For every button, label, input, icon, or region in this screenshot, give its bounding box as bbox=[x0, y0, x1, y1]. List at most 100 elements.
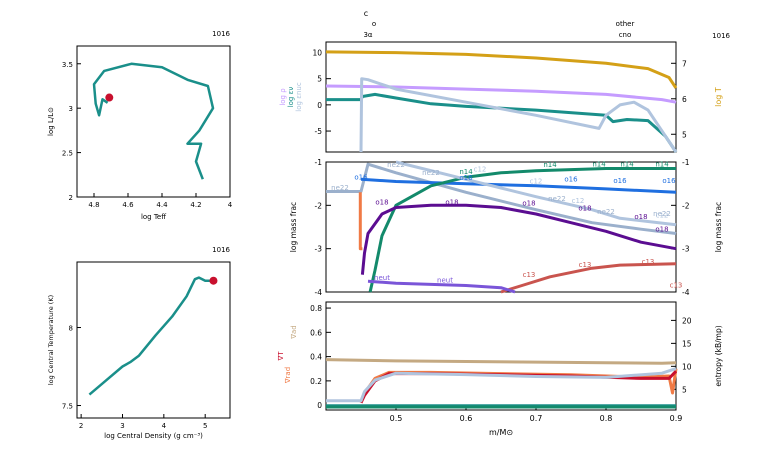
abund-series-label: neut bbox=[374, 274, 390, 282]
abund-series-label: c12 bbox=[474, 166, 487, 174]
abundance-panel: -4 -4 -3 -3 -2 -2 -1 -1 ne22 ne22 ne22 ne22 ne22 ne22… bbox=[289, 158, 723, 297]
grad-ytick-left-label: 0.2 bbox=[310, 377, 322, 386]
abund-series-label: ne22 bbox=[597, 208, 615, 216]
label-c: c bbox=[364, 9, 368, 18]
center-ytick-label: 7.5 bbox=[62, 403, 73, 411]
abund-series-label: c13 bbox=[670, 282, 683, 290]
hr-model-number: 1016 bbox=[212, 30, 230, 38]
grad-ytick-left-label: 0.4 bbox=[310, 353, 322, 362]
abund-series-label: c13 bbox=[579, 261, 592, 269]
abund-series-label: o16 bbox=[613, 177, 627, 185]
center-model-number: 1016 bbox=[212, 246, 230, 254]
hr-ytick-label: 2 bbox=[69, 194, 73, 202]
grad-xtick-label: 0.9 bbox=[670, 414, 683, 423]
grad-ytick-left-label: 0.6 bbox=[310, 328, 322, 337]
profile-energy-panel: -5 0 5 10 5 6 7 log ρ log εν log εnuc log T 1016 bbox=[279, 32, 731, 153]
label-o: o bbox=[372, 20, 376, 28]
abund-series bbox=[358, 192, 363, 251]
hr-xtick-label: 4.6 bbox=[122, 201, 134, 209]
top-ytick-right-label: 7 bbox=[682, 59, 687, 68]
grad-xtick-label: 0.5 bbox=[390, 414, 403, 423]
abund-series-label: n14 bbox=[592, 160, 606, 168]
abund-series-label: o16 bbox=[459, 174, 473, 182]
grad-xtick-label: 0.7 bbox=[530, 414, 543, 423]
abund-ytick-right-label: -1 bbox=[682, 158, 690, 167]
center-track bbox=[88, 276, 214, 396]
abund-series-label: n14 bbox=[459, 168, 473, 176]
abund-series-label: n14 bbox=[655, 160, 669, 168]
grad-ytick-right-label: 5 bbox=[682, 385, 687, 394]
grad-ylabel-left: ∇rad bbox=[284, 367, 292, 384]
abund-series-label: c13 bbox=[523, 271, 536, 279]
label-cno: cno bbox=[619, 31, 632, 39]
top-frame bbox=[325, 41, 677, 153]
abund-series-label: o18 bbox=[578, 205, 591, 213]
grad-frame bbox=[325, 301, 677, 411]
top-ylabel-right: log T bbox=[714, 87, 723, 107]
top-ylabel-left: log εν bbox=[287, 87, 295, 108]
abund-series-label: ne22 bbox=[653, 210, 671, 218]
burning-zone-labels: c o 3α other cno bbox=[363, 9, 634, 39]
hr-ytick-label: 2.5 bbox=[62, 150, 73, 158]
abund-series bbox=[368, 167, 676, 293]
grad-ytick-left-label: 0 bbox=[317, 401, 322, 410]
abund-series-label: o18 bbox=[522, 199, 535, 207]
abund-series bbox=[395, 160, 677, 227]
hr-xtick-label: 4.8 bbox=[88, 201, 99, 209]
grad-ytick-right-label: 15 bbox=[682, 339, 692, 348]
abund-series-label: o18 bbox=[375, 198, 388, 206]
hr-xtick-label: 4.2 bbox=[190, 201, 201, 209]
abund-series-label: o18 bbox=[634, 213, 647, 221]
top-ylabel-left: log εnuc bbox=[295, 82, 303, 112]
abund-series bbox=[326, 162, 677, 235]
grad-ylabel-left: ∇ad bbox=[290, 325, 298, 339]
abund-series-label: ne22 bbox=[387, 161, 405, 169]
grad-ytick-left-label: 0.8 bbox=[310, 304, 322, 313]
abund-series-label: o16 bbox=[564, 176, 578, 184]
grad-ytick-right-label: 10 bbox=[682, 362, 692, 371]
abund-series-label: neut bbox=[437, 276, 453, 284]
grad-series bbox=[325, 358, 677, 365]
abund-series-label: ne22 bbox=[422, 169, 440, 177]
center-current-marker bbox=[209, 276, 218, 285]
top-series bbox=[359, 77, 678, 153]
abund-ytick-left-label: -1 bbox=[315, 158, 323, 167]
hr-xlabel: log Teff bbox=[141, 213, 166, 221]
hr-xtick-label: 4 bbox=[228, 201, 233, 209]
gradient-panel: 0 0.2 0.4 0.6 0.8 5 10 15 20 0.5 0.6 0.7 0.8 0.9 m/M⊙ ∇… bbox=[277, 301, 723, 437]
label-3a: 3α bbox=[363, 31, 372, 39]
top-series bbox=[325, 50, 678, 89]
hr-current-marker bbox=[105, 93, 114, 102]
abund-series-label: o16 bbox=[662, 177, 676, 185]
abund-ytick-left-label: -4 bbox=[315, 288, 323, 297]
top-ytick-right-label: 5 bbox=[682, 130, 687, 139]
abund-series bbox=[360, 177, 677, 194]
top-series bbox=[325, 84, 677, 104]
center-ylabel: log Central Temperature (K) bbox=[47, 295, 55, 385]
hr-ylabel: log L/L⊙ bbox=[47, 107, 55, 136]
abund-series-label: n14 bbox=[543, 161, 557, 169]
abund-series bbox=[500, 262, 677, 294]
abund-series-label: c12 bbox=[530, 178, 543, 186]
abund-ylabel-left: log mass frac bbox=[289, 202, 298, 252]
abund-series-label: ne22 bbox=[331, 184, 349, 192]
abund-series-label: o18 bbox=[445, 198, 458, 206]
grad-ylabel-left: ∇T bbox=[277, 351, 285, 362]
center-xtick-label: 5 bbox=[203, 422, 207, 430]
hr-ytick-label: 3.5 bbox=[62, 61, 73, 69]
grad-xtick-label: 0.6 bbox=[460, 414, 473, 423]
hr-track bbox=[92, 62, 215, 180]
abund-ytick-left-label: -2 bbox=[315, 201, 323, 210]
label-other: other bbox=[616, 20, 635, 28]
hr-xtick-label: 4.4 bbox=[156, 201, 168, 209]
abund-ytick-right-label: -4 bbox=[682, 288, 690, 297]
abund-series-label: c12 bbox=[572, 197, 585, 205]
center-xtick-label: 2 bbox=[79, 422, 83, 430]
top-ytick-left-label: 0 bbox=[317, 101, 322, 110]
abund-series-label: ne22 bbox=[548, 195, 566, 203]
grad-xlabel: m/M⊙ bbox=[489, 428, 513, 437]
abund-series bbox=[360, 203, 677, 275]
abund-series-label: o16 bbox=[354, 173, 368, 181]
abund-series-label: n14 bbox=[620, 160, 634, 168]
